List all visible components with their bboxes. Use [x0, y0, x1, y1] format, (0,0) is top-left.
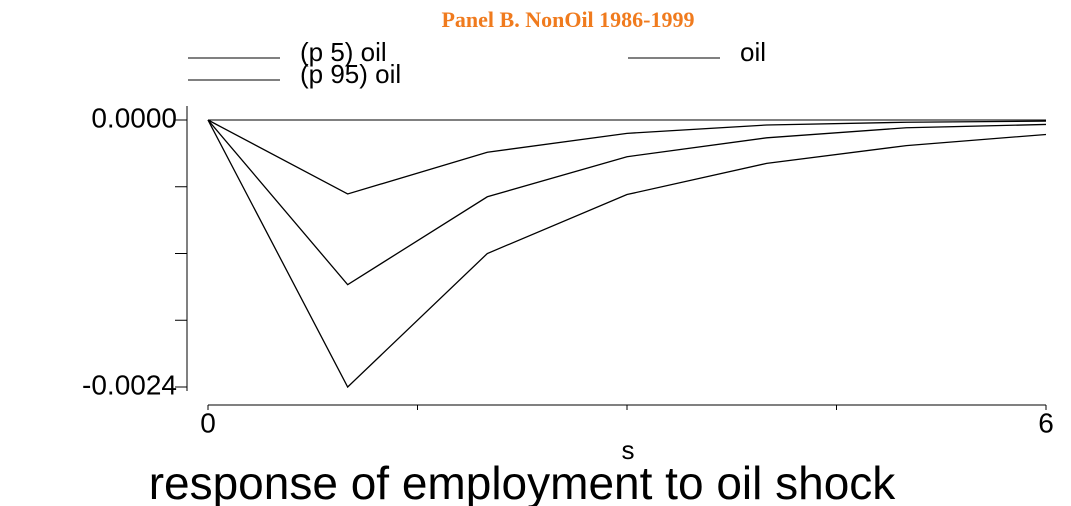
- legend-label: (p 5) oil: [300, 37, 387, 67]
- chart-title: Panel B. NonOil 1986-1999: [441, 7, 694, 32]
- series-line: [207, 119, 1047, 286]
- x-axis-label: s: [622, 435, 635, 465]
- caption: response of employment to oil shock: [149, 457, 897, 506]
- y-tick-label: 0.0000: [91, 102, 177, 133]
- x-tick-label: 6: [1038, 407, 1054, 438]
- series-line: [207, 119, 1047, 195]
- series-line: [207, 119, 1047, 389]
- legend-label: (p 95) oil: [300, 59, 401, 89]
- x-tick-label: 0: [200, 407, 216, 438]
- y-tick-label: -0.0024: [82, 369, 177, 400]
- legend-label: oil: [740, 37, 766, 67]
